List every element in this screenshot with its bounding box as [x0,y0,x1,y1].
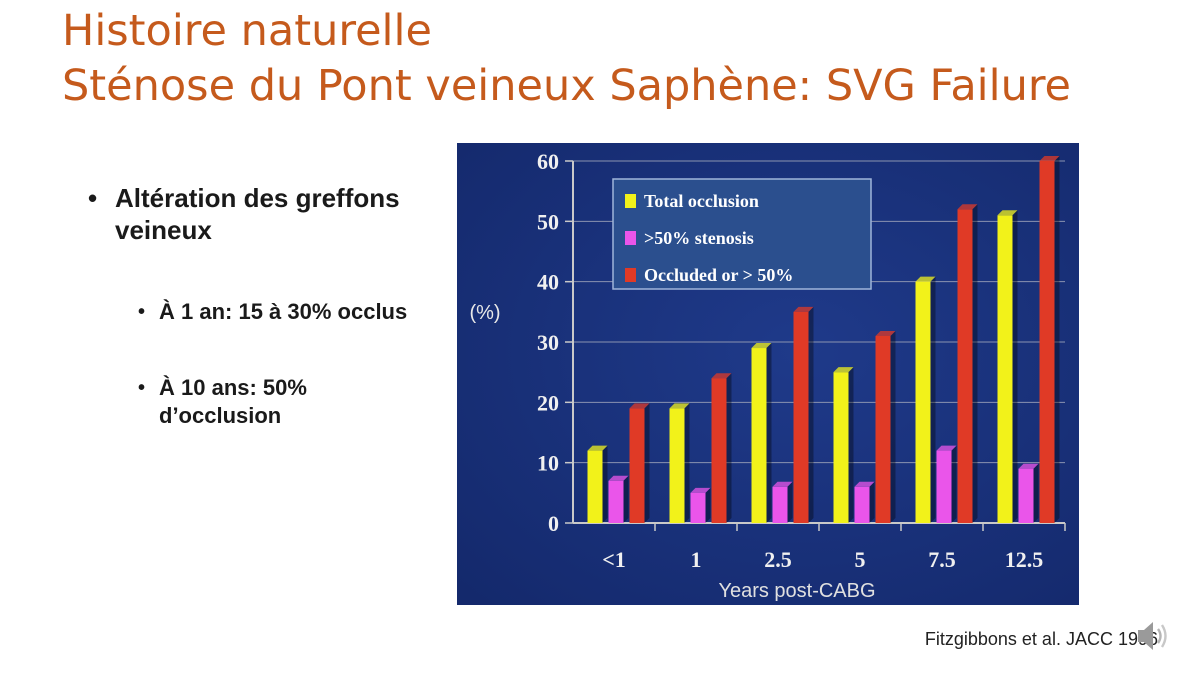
bar-top [1018,463,1039,469]
bar [772,486,788,523]
y-tick-label: 20 [537,390,559,415]
legend-swatch [625,194,636,208]
bar-side [705,487,711,523]
bar [669,408,685,523]
y-tick-label: 10 [537,451,559,476]
bar [957,209,973,523]
y-tick-label: 40 [537,270,559,295]
legend-swatch [625,231,636,245]
x-tick-label: 7.5 [928,547,956,572]
bar-top [772,481,793,487]
bar [854,486,870,523]
bar-top [936,445,957,451]
bar-side [808,306,814,523]
bar-top [854,481,875,487]
bar [690,492,706,523]
bar [936,450,952,523]
bar-top [608,475,629,481]
speaker-icon[interactable] [1134,618,1176,654]
bar-side [869,481,875,523]
citation: Fitzgibbons et al. JACC 1996 [924,629,1158,649]
bar [587,450,603,523]
bar-top [587,445,608,451]
bullet-list: Altération des greffons veineux À 1 an: … [88,182,418,430]
legend-label: Total occlusion [644,191,759,211]
bar [793,311,809,523]
y-tick-label: 50 [537,209,559,234]
bar-side [684,403,690,523]
bar-side [766,343,772,523]
x-tick-label: 12.5 [1005,547,1044,572]
x-tick-label: 1 [691,547,702,572]
bar [629,408,645,523]
bar [915,281,931,523]
bar-top [629,403,650,409]
bar-top [1039,156,1060,161]
bar-side [787,481,793,523]
bar [997,215,1013,524]
legend-label: Occluded or > 50% [644,265,793,285]
bar [608,480,624,523]
bar-side [726,373,732,523]
bar-top [875,330,896,336]
x-tick-label: 5 [855,547,866,572]
bar [711,378,727,523]
legend-box [612,178,872,290]
bar-side [951,445,957,523]
y-axis-label: (%) [469,302,500,324]
bar [833,372,849,523]
bar [751,348,767,523]
bar-side [1054,156,1060,523]
bar-side [1012,210,1018,524]
bar [1039,161,1055,523]
legend-label: >50% stenosis [644,228,754,248]
bar-side [930,276,936,523]
bar-side [890,330,896,523]
title-line-2: Sténose du Pont veineux Saphène: SVG Fai… [62,61,1072,111]
bullet-main: Altération des greffons veineux [88,182,418,246]
bullet-sub-1: À 1 an: 15 à 30% occlus [138,298,418,326]
bar-top [669,403,690,409]
bar-side [972,204,978,523]
bar-top [915,276,936,282]
x-tick-label: 2.5 [764,547,792,572]
bar-top [997,210,1018,216]
bar-top [751,343,772,349]
bar [1018,468,1034,523]
bullet-sub-2: À 10 ans: 50% d’occlusion [138,374,418,430]
bar-side [848,367,854,523]
y-tick-label: 0 [548,511,559,536]
bar-side [1033,463,1039,523]
title-line-1: Histoire naturelle [62,6,432,56]
bar-top [793,306,814,312]
x-axis-label: Years post-CABG [718,580,875,602]
bar-top [690,487,711,493]
bar-top [957,204,978,210]
x-tick-label: <1 [602,547,626,572]
legend-swatch [625,268,636,282]
bar-side [602,445,608,523]
bar [875,335,891,523]
bar-top [711,373,732,379]
y-tick-label: 60 [537,149,559,174]
bar-side [644,403,650,523]
bar-side [623,475,629,523]
slide-title: Histoire naturelle Sténose du Pont veine… [62,4,1071,114]
y-tick-label: 30 [537,330,559,355]
bar-top [833,367,854,373]
